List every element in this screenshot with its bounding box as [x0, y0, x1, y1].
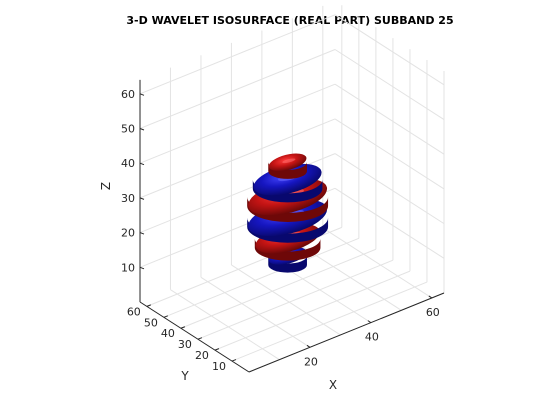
x-axis-label: X [329, 378, 337, 392]
grid-line [334, 153, 445, 225]
y-tick-label: 20 [195, 349, 209, 362]
y-tick-label: 60 [127, 305, 141, 318]
z-tick-mark [139, 197, 145, 200]
x-tick-label: 60 [426, 306, 440, 319]
grid-line [214, 270, 411, 351]
chart-title: 3-D WAVELET ISOSURFACE (REAL PART) SUBBA… [126, 14, 453, 27]
band-side [268, 162, 307, 179]
grid-line [180, 248, 377, 329]
band-side [247, 217, 329, 243]
grid-line [334, 187, 445, 259]
y-tick-label: 10 [212, 360, 226, 373]
grid-line [334, 14, 445, 86]
x-axis-line [248, 292, 445, 373]
grid-line [231, 264, 341, 336]
grid-line [139, 118, 336, 199]
y-tick-mark [180, 326, 186, 329]
grid-line [139, 14, 336, 95]
grid-line [200, 276, 311, 348]
z-tick-label: 10 [121, 261, 135, 274]
y-tick-label: 30 [178, 338, 192, 351]
y-tick-label: 40 [161, 327, 175, 340]
y-tick-mark [146, 304, 151, 307]
z-tick-mark [139, 162, 145, 166]
grid-line [231, 281, 428, 362]
z-tick-label: 20 [121, 227, 135, 240]
band-side [247, 196, 329, 222]
band-side [252, 179, 323, 203]
z-tick-label: 50 [121, 122, 135, 135]
grid-line [139, 49, 336, 129]
grid-line [197, 259, 394, 340]
band-side [268, 255, 307, 273]
grid-line [334, 118, 445, 190]
x-tick-mark [428, 295, 433, 299]
grid-line [334, 83, 445, 155]
y-tick-label: 50 [144, 316, 158, 329]
y-axis-line [139, 301, 250, 373]
x-tick-label: 20 [304, 355, 318, 368]
grid-line [322, 227, 433, 299]
grid-line [163, 237, 360, 318]
y-axis-label: Y [180, 369, 189, 383]
grid-line [139, 83, 336, 164]
x-tick-mark [306, 344, 311, 348]
z-tick-label: 40 [121, 157, 135, 170]
x-tick-label: 40 [365, 331, 379, 344]
grid-line [334, 49, 445, 120]
z-axis-label: Z [99, 182, 113, 190]
z-tick-label: 30 [121, 192, 135, 205]
isosurface [247, 153, 329, 273]
y-tick-mark [231, 359, 237, 362]
axes [139, 79, 445, 373]
z-tick-mark [139, 128, 145, 131]
x-tick-mark [367, 320, 372, 324]
y-tick-mark [214, 348, 220, 351]
z-tick-mark [139, 93, 145, 96]
y-tick-mark [163, 315, 169, 318]
band-side [254, 238, 321, 261]
z-tick-mark [139, 232, 145, 235]
grid-line [170, 289, 280, 361]
y-tick-mark [197, 337, 203, 340]
band-highlight [282, 158, 296, 164]
positive-band [268, 153, 307, 179]
z-tick-label: 60 [121, 88, 135, 101]
z-tick-mark [139, 266, 145, 270]
